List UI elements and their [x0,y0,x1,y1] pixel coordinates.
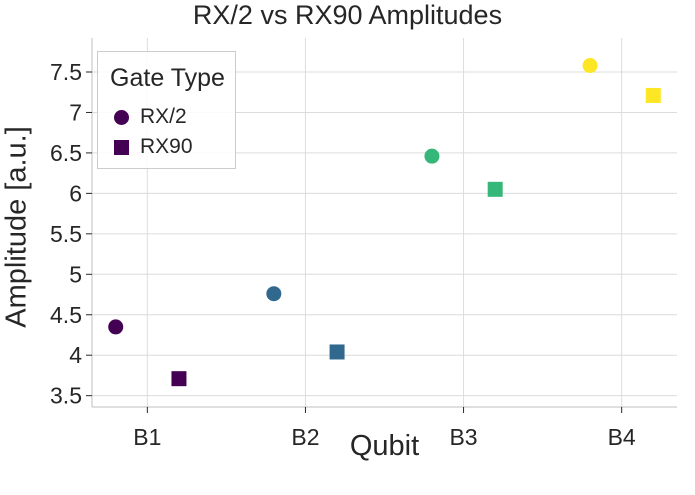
legend-item-rx90: RX90 [111,134,193,160]
data-point-circle [582,58,598,74]
x-tick-label: B3 [449,424,477,450]
legend-square-marker [111,137,131,157]
y-tick-label: 4 [69,342,82,368]
legend-circle-marker [111,107,131,127]
y-tick-label: 3.5 [50,383,82,409]
y-tick-label: 5.5 [50,221,82,247]
legend-label-rx2: RX/2 [140,105,187,128]
legend-title: Gate Type [110,64,225,92]
y-tick-label: 7 [69,99,82,125]
tick-layer: 3.5 4 4.5 5 5.5 6 6.5 7 7.5 B1 B2 B3 B4 [50,59,636,450]
data-point-square [329,344,345,360]
y-tick-label: 6.5 [50,140,82,166]
x-tick-label: B1 [133,424,161,450]
legend-item-rx2: RX/2 [111,104,187,130]
y-axis-label: Amplitude [a.u.] [0,126,33,328]
y-tick-label: 6 [69,180,82,206]
data-point-square [487,181,503,197]
legend: Gate Type RX/2 RX90 [97,51,236,169]
axes-layer [91,38,677,408]
grid-layer [92,38,677,407]
data-point-circle [108,319,124,335]
y-tick-label: 5 [69,261,82,287]
legend-label-rx90: RX90 [140,135,193,158]
data-point-circle [266,286,282,302]
chart-title: RX/2 vs RX90 Amplitudes [192,0,503,30]
data-point-circle [424,148,440,164]
x-tick-label: B2 [291,424,319,450]
x-tick-label: B4 [608,424,636,450]
y-tick-label: 7.5 [50,59,82,85]
point-layer [108,58,661,387]
x-axis-label: Qubit [349,430,420,462]
data-point-square [171,371,187,387]
data-point-square [645,87,661,103]
y-tick-label: 4.5 [50,302,82,328]
